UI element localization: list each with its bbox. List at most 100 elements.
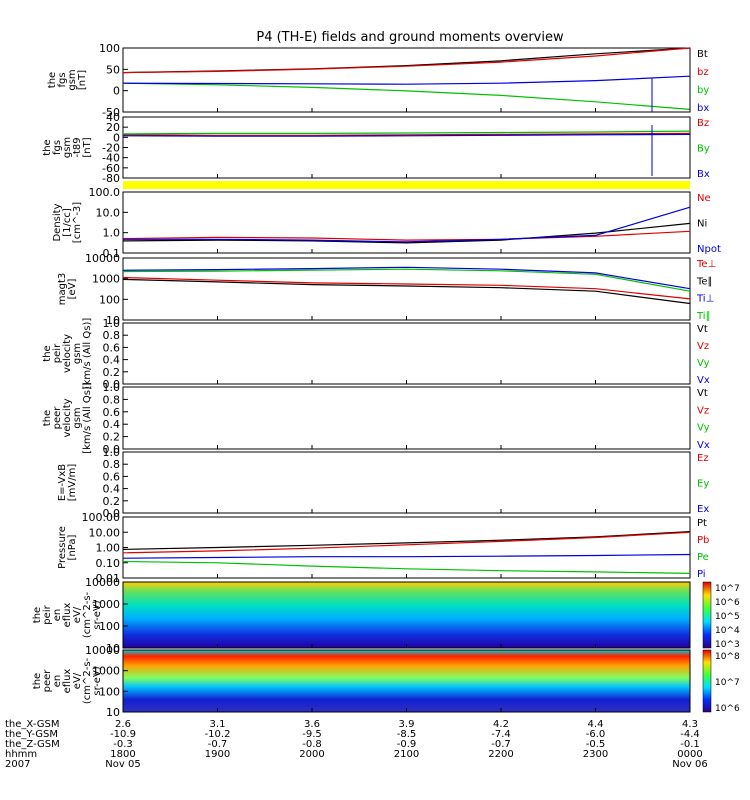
legend-Vx: Vx xyxy=(697,440,710,451)
series-Ne xyxy=(122,230,691,241)
y-axis-label: eV/ xyxy=(72,606,83,623)
y-tick-label: 100.0 xyxy=(89,186,121,199)
y-axis-label: eV/ xyxy=(72,672,83,689)
x-value: -0.3 xyxy=(113,739,133,750)
y-tick-label: 0.4 xyxy=(103,418,121,431)
y-axis-label: Pressure xyxy=(57,526,68,569)
y-tick-label: 0.6 xyxy=(103,341,121,354)
series-Pt xyxy=(122,531,691,550)
y-axis-label: the xyxy=(47,72,58,88)
legend-Ti∥: Ti∥ xyxy=(696,311,711,322)
x-value: -4.4 xyxy=(680,729,700,740)
x-value: 0000 xyxy=(677,749,702,760)
x-value: 4.2 xyxy=(493,719,509,730)
x-row-label: hhmm xyxy=(5,749,37,760)
panel-pressure: 100.00 10.00 1.00 0.10 0.01 Pressure [nPa] Pt Pb… xyxy=(57,511,709,585)
legend-bx: bx xyxy=(697,103,709,114)
panel-frame xyxy=(122,451,691,514)
y-axis-label: [mV/m] xyxy=(67,464,78,502)
y-tick-label: 0.2 xyxy=(103,495,121,508)
y-tick-label: 0.4 xyxy=(103,354,121,367)
legend-Pb: Pb xyxy=(697,535,709,546)
y-axis-label: the xyxy=(32,607,43,623)
y-tick-label: -80 xyxy=(102,172,120,185)
y-tick-label: 0 xyxy=(113,131,120,144)
series-Bt xyxy=(122,47,691,74)
y-tick-label: 0.8 xyxy=(103,458,121,471)
panel-frame xyxy=(122,322,691,385)
y-tick-label: 1000 xyxy=(92,665,120,678)
y-tick-label: 50 xyxy=(106,63,120,76)
legend-Pt: Pt xyxy=(697,518,707,529)
y-tick-label: 0.0 xyxy=(103,507,121,520)
y-tick-label: 10000 xyxy=(85,576,120,589)
x-value: 2200 xyxy=(488,749,513,760)
yellow-coverage-bar xyxy=(123,181,690,189)
y-axis-label: velocity xyxy=(62,334,73,373)
y-tick-label: 0.0 xyxy=(103,378,121,391)
y-axis-label: [km/s (All Qs)] xyxy=(82,382,93,454)
y-axis-label: en xyxy=(52,609,63,622)
y-axis-label: (cm^2-s- xyxy=(82,591,93,638)
spectrogram-peer-spec xyxy=(123,650,690,712)
legend-Vt: Vt xyxy=(697,388,708,399)
y-axis-label: [1/cc] xyxy=(62,208,73,237)
y-tick-label: 20 xyxy=(106,121,120,134)
x-row-label: 2007 xyxy=(5,759,30,770)
y-axis-label: [nPa] xyxy=(67,534,78,560)
colorbar-label: 10^7 xyxy=(715,584,740,594)
series-Ti⊥ xyxy=(122,266,691,290)
y-tick-label: 1.0 xyxy=(103,446,121,459)
y-axis-label: gsm xyxy=(72,343,83,364)
y-tick-label: 1000 xyxy=(92,273,120,286)
y-tick-label: 100.00 xyxy=(82,511,121,524)
y-tick-label: -40 xyxy=(102,152,120,165)
legend-Vz: Vz xyxy=(697,341,709,352)
y-tick-label: 10000 xyxy=(85,644,120,657)
y-axis-label: [nT] xyxy=(77,70,88,90)
legend-Vy: Vy xyxy=(697,358,710,369)
y-axis-label: [km/s (All Qs)] xyxy=(82,318,93,390)
colorbar-label: 10^6 xyxy=(715,704,740,714)
colorbar-label: 10^4 xyxy=(715,626,740,636)
x-value: 1800 xyxy=(110,749,135,760)
legend-Pe: Pe xyxy=(697,552,709,563)
legend-Vx: Vx xyxy=(697,375,710,386)
colorbar-peir-spec xyxy=(702,581,712,649)
y-tick-label: 100 xyxy=(99,293,120,306)
x-value: -0.7 xyxy=(491,739,511,750)
y-tick-label: 1.00 xyxy=(96,542,121,555)
x-value: -9.5 xyxy=(302,729,322,740)
y-tick-label: 0.2 xyxy=(103,431,121,444)
x-value: 4.3 xyxy=(682,719,698,730)
series-bz xyxy=(122,47,691,74)
y-tick-label: 1.0 xyxy=(103,317,121,330)
y-axis-label: the xyxy=(42,345,53,361)
y-axis-label: peer xyxy=(42,669,53,693)
y-tick-label: 10000 xyxy=(85,252,120,265)
series-Ti∥ xyxy=(122,268,691,292)
x-value: Nov 05 xyxy=(105,759,140,770)
panel-frame xyxy=(122,116,691,179)
x-value: -0.9 xyxy=(397,739,417,750)
y-tick-label: 0.10 xyxy=(96,557,121,570)
y-tick-label: 0.8 xyxy=(103,329,121,342)
x-value: -7.4 xyxy=(491,729,511,740)
plot-title: P4 (TH-E) fields and ground moments over… xyxy=(256,30,564,45)
x-value: -0.7 xyxy=(208,739,228,750)
x-value: 1900 xyxy=(205,749,230,760)
y-axis-label: [cm^-3] xyxy=(72,202,83,243)
y-axis-label: Density xyxy=(52,203,63,241)
y-axis-label: velocity xyxy=(62,398,73,437)
y-axis-label: -t89 xyxy=(72,137,83,157)
y-tick-label: 0.6 xyxy=(103,406,121,419)
y-axis-label: peir xyxy=(52,343,63,363)
y-tick-label: 0.4 xyxy=(103,483,121,496)
y-tick-label: 0.1 xyxy=(103,247,121,260)
x-value: 2100 xyxy=(394,749,419,760)
series-Pe xyxy=(122,560,691,574)
legend-Te⊥: Te⊥ xyxy=(696,259,716,270)
x-value: 2300 xyxy=(583,749,608,760)
series-bx xyxy=(122,75,691,85)
